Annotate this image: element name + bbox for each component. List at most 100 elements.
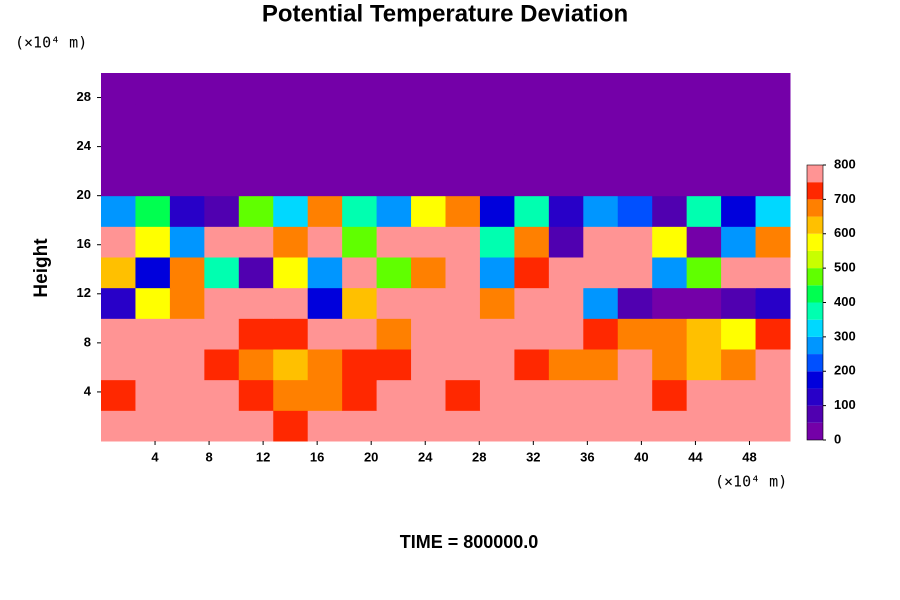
colorbar-segment: [807, 354, 823, 372]
x-tick-label: 32: [526, 449, 540, 464]
field-cell: [652, 349, 688, 381]
field-cell: [479, 165, 515, 197]
field-cell: [307, 379, 343, 411]
field-cell: [376, 195, 412, 227]
y-tick-label: 24: [77, 138, 92, 153]
field-cell: [135, 73, 171, 105]
field-cell: [342, 134, 378, 166]
field-cell: [617, 410, 653, 442]
colorbar-tick-label: 0: [834, 431, 841, 446]
x-tick-label: 28: [472, 449, 486, 464]
field-cell: [307, 226, 343, 258]
field-cell: [479, 349, 515, 381]
field-cell: [135, 165, 171, 197]
field-cell: [721, 195, 757, 227]
field-cell: [238, 318, 274, 350]
colorbar-segment: [807, 233, 823, 251]
field-cell: [686, 318, 722, 350]
field-cell: [514, 73, 550, 105]
field-cell: [169, 165, 205, 197]
field-cell: [652, 410, 688, 442]
field-cell: [583, 410, 619, 442]
field-cell: [755, 318, 791, 350]
field-cell: [376, 103, 412, 135]
colorbar-tick-label: 500: [834, 260, 856, 275]
field-cell: [445, 318, 481, 350]
field-cell: [686, 165, 722, 197]
field-cell: [583, 257, 619, 289]
colorbar-tick-label: 800: [834, 156, 856, 171]
colorbar-segment: [807, 336, 823, 355]
field-cell: [583, 287, 619, 319]
field-cell: [411, 318, 446, 350]
field-cell: [617, 318, 653, 350]
field-cell: [721, 134, 757, 166]
field-cell: [307, 257, 343, 289]
x-tick-label: 36: [580, 449, 594, 464]
field-cell: [169, 257, 205, 289]
field-cell: [686, 195, 722, 227]
field-cell: [273, 349, 309, 381]
field-cell: [307, 195, 343, 227]
field-cell: [755, 195, 791, 227]
field-cell: [652, 318, 688, 350]
field-cell: [445, 257, 481, 289]
field-cell: [755, 226, 791, 258]
colorbar-segment: [807, 199, 823, 217]
field-cell: [652, 195, 688, 227]
y-tick-label: 4: [84, 383, 92, 398]
field-cell: [376, 134, 412, 166]
field-cell: [307, 134, 343, 166]
field-cell: [652, 134, 688, 166]
field-cell: [376, 379, 412, 411]
field-cell: [479, 379, 515, 411]
y-unit: (×10⁴ m): [15, 34, 87, 52]
colorbar-segment: [807, 422, 823, 440]
x-tick-label: 20: [364, 449, 378, 464]
colorbar-segment: [807, 371, 823, 389]
field-cell: [238, 195, 274, 227]
field-cell: [548, 379, 584, 411]
field-cell: [548, 103, 584, 135]
field-cell: [548, 349, 584, 381]
field-cell: [686, 410, 722, 442]
field-cell: [273, 379, 309, 411]
field-cell: [135, 318, 171, 350]
field-cell: [101, 318, 136, 350]
field-cell: [652, 165, 688, 197]
field-cell: [101, 287, 136, 319]
field-cell: [238, 134, 274, 166]
field-cell: [548, 410, 584, 442]
field-cell: [342, 257, 378, 289]
field-cell: [686, 226, 722, 258]
field-cell: [307, 287, 343, 319]
field-cell: [548, 287, 584, 319]
field-cell: [445, 349, 481, 381]
field-cell: [273, 73, 309, 105]
field-cell: [169, 379, 205, 411]
field-cell: [721, 287, 757, 319]
field-cell: [273, 165, 309, 197]
field-cell: [617, 195, 653, 227]
field-cell: [238, 257, 274, 289]
field-cell: [204, 195, 240, 227]
field-cell: [445, 134, 481, 166]
field-cell: [342, 165, 378, 197]
x-tick-label: 8: [205, 449, 212, 464]
field-cell: [514, 226, 550, 258]
x-tick-label: 24: [418, 449, 433, 464]
field-cell: [721, 165, 757, 197]
field-cell: [238, 349, 274, 381]
field-cell: [721, 73, 757, 105]
field-cell: [101, 379, 136, 411]
field-cell: [514, 349, 550, 381]
field-cell: [411, 134, 446, 166]
field-cell: [479, 195, 515, 227]
field-cell: [135, 103, 171, 135]
field-cell: [169, 73, 205, 105]
field-cell: [617, 103, 653, 135]
field-cell: [204, 379, 240, 411]
field-cell: [169, 287, 205, 319]
field-cell: [617, 287, 653, 319]
